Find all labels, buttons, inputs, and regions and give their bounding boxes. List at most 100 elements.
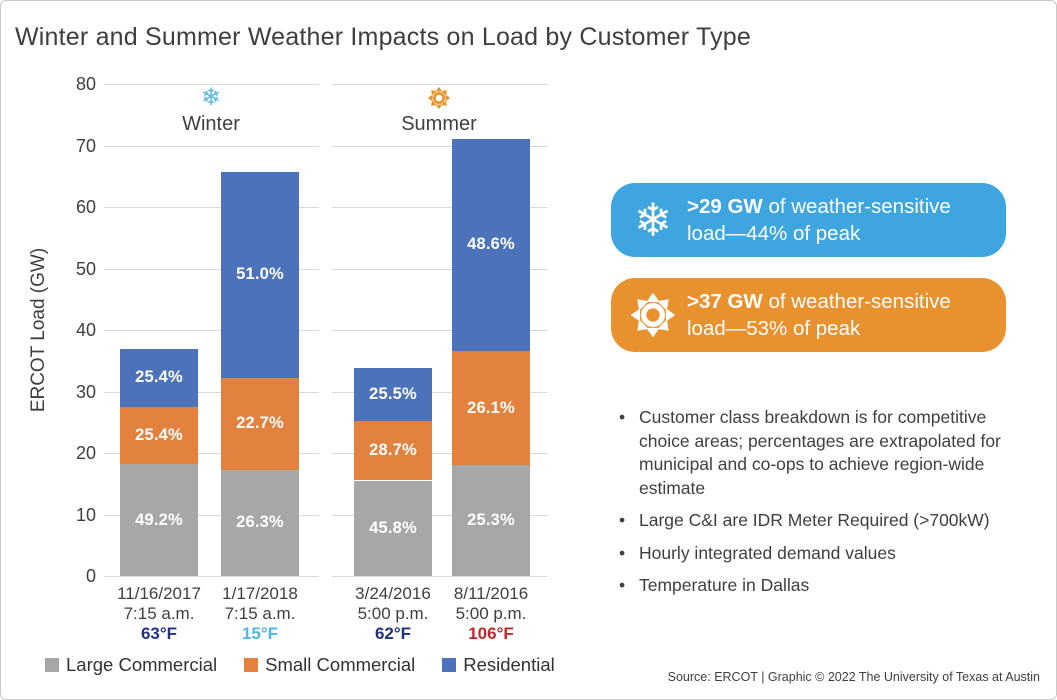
bar-segment-value-label: 48.6% bbox=[467, 235, 515, 254]
legend-swatch bbox=[442, 658, 457, 672]
bar-segment-small-commercial: 22.7% bbox=[221, 378, 299, 470]
summer-callout-badge: >37 GW of weather-sensitive load—53% of … bbox=[611, 278, 1006, 352]
chart-legend: Large Commercial Small Commercial Resident… bbox=[45, 654, 555, 676]
y-axis-tick-label: 60 bbox=[75, 197, 96, 217]
gridline bbox=[332, 207, 547, 208]
gridline bbox=[104, 207, 319, 208]
badge-value: >29 GW bbox=[687, 195, 763, 218]
x-axis-date-label: 3/24/2016 bbox=[355, 584, 431, 603]
sun-icon bbox=[427, 86, 451, 110]
season-icon-wrap bbox=[427, 86, 451, 110]
x-axis-temperature-label: 106°F bbox=[468, 624, 514, 643]
gridline bbox=[104, 84, 319, 85]
badge-value: >37 GW bbox=[687, 290, 763, 313]
bar-segment-value-label: 25.4% bbox=[135, 425, 183, 444]
bar-segment-value-label: 25.4% bbox=[135, 368, 183, 387]
winter-callout-badge: ❄ >29 GW of weather-sensitive load—44% of… bbox=[611, 183, 1006, 257]
y-axis-tick-label: 80 bbox=[75, 74, 96, 94]
bar-segment-small-commercial: 28.7% bbox=[354, 420, 432, 481]
x-axis-time-label: 7:15 a.m. bbox=[224, 604, 296, 623]
gridline bbox=[332, 392, 547, 393]
note-item: Temperature in Dallas bbox=[613, 574, 1033, 598]
legend-item: Large Commercial bbox=[45, 654, 217, 676]
sun-icon bbox=[630, 292, 676, 338]
x-axis-temperature-label: 63°F bbox=[140, 624, 178, 643]
y-axis-tick-label: 0 bbox=[85, 566, 96, 586]
bar-segment-value-label: 45.8% bbox=[369, 518, 417, 537]
note-item: Customer class breakdown is for competit… bbox=[613, 406, 1033, 500]
note-item: Hourly integrated demand values bbox=[613, 542, 1033, 566]
legend-label: Residential bbox=[463, 654, 555, 675]
source-credit: Source: ERCOT | Graphic © 2022 The Unive… bbox=[667, 670, 1040, 684]
page-title: Winter and Summer Weather Impacts on Loa… bbox=[15, 23, 752, 51]
y-axis-tick-label: 20 bbox=[75, 443, 96, 463]
bar-segment-small-commercial: 26.1% bbox=[452, 351, 530, 466]
bar-segment-value-label: 26.1% bbox=[467, 398, 515, 417]
gridline bbox=[332, 453, 547, 454]
x-axis-time-label: 5:00 p.m. bbox=[357, 604, 429, 623]
gridline bbox=[104, 515, 319, 516]
x-axis-label: 11/16/2017 7:15 a.m. 63°F bbox=[84, 584, 234, 644]
legend-item: Residential bbox=[442, 654, 555, 676]
snowflake-icon: ❄ bbox=[200, 84, 222, 111]
x-axis-time-label: 5:00 p.m. bbox=[455, 604, 527, 623]
bar-segment-value-label: 51.0% bbox=[236, 265, 284, 284]
gridline bbox=[332, 269, 547, 270]
x-axis-label: 8/11/2016 5:00 p.m. 106°F bbox=[416, 584, 566, 644]
gridline bbox=[104, 392, 319, 393]
bar-segment-value-label: 49.2% bbox=[135, 510, 183, 529]
bar-segment-residential: 48.6% bbox=[452, 138, 530, 352]
gridline bbox=[332, 576, 547, 577]
bar-segment-value-label: 25.3% bbox=[467, 511, 515, 530]
gridline bbox=[104, 330, 319, 331]
x-axis-time-label: 7:15 a.m. bbox=[123, 604, 195, 623]
y-axis-tick-label: 50 bbox=[75, 259, 96, 279]
y-axis-tick-label: 10 bbox=[75, 505, 96, 525]
x-axis-label: 1/17/2018 7:15 a.m. 15°F bbox=[185, 584, 335, 644]
bar-segment-value-label: 22.7% bbox=[236, 414, 284, 433]
badge-text: >29 GW of weather-sensitive load—44% of … bbox=[687, 195, 951, 245]
bar-segment-residential: 51.0% bbox=[221, 171, 299, 378]
notes-list: Customer class breakdown is for competit… bbox=[613, 406, 1033, 607]
season-icon-wrap: ❄ bbox=[201, 86, 221, 110]
badge-text: >37 GW of weather-sensitive load—53% of … bbox=[687, 290, 951, 340]
legend-item: Small Commercial bbox=[244, 654, 415, 676]
snowflake-icon: ❄ bbox=[633, 194, 673, 246]
gridline bbox=[332, 515, 547, 516]
x-axis-date-label: 1/17/2018 bbox=[222, 584, 298, 603]
bar-segment-residential: 25.4% bbox=[120, 349, 198, 407]
y-axis-tick-label: 40 bbox=[75, 320, 96, 340]
legend-label: Large Commercial bbox=[66, 654, 218, 675]
gridline bbox=[104, 576, 319, 577]
y-axis-tick-label: 30 bbox=[75, 382, 96, 402]
x-axis-date-label: 8/11/2016 bbox=[453, 584, 529, 603]
note-item: Large C&I are IDR Meter Required (>700kW… bbox=[613, 509, 1033, 533]
bar-segment-small-commercial: 25.4% bbox=[120, 406, 198, 465]
gridline bbox=[104, 453, 319, 454]
badge-icon-wrap: ❄ bbox=[625, 197, 681, 243]
x-axis-date-label: 11/16/2017 bbox=[117, 584, 201, 603]
gridline bbox=[332, 84, 547, 85]
x-axis-temperature-label: 15°F bbox=[241, 624, 279, 643]
gridline bbox=[332, 146, 547, 147]
bar-segment-large-commercial: 25.3% bbox=[452, 465, 530, 576]
legend-label: Small Commercial bbox=[265, 654, 416, 675]
season-label: Winter bbox=[182, 113, 240, 135]
y-axis-tick-label: 70 bbox=[75, 136, 96, 156]
gridline bbox=[332, 330, 547, 331]
bar-segment-value-label: 28.7% bbox=[369, 441, 417, 460]
legend-swatch bbox=[45, 658, 59, 672]
x-axis-label: 3/24/2016 5:00 p.m. 62°F bbox=[318, 584, 468, 644]
season-label: Summer bbox=[401, 113, 477, 135]
bar-segment-value-label: 25.5% bbox=[369, 384, 417, 403]
badge-icon-wrap bbox=[625, 291, 681, 339]
bar-segment-value-label: 26.3% bbox=[236, 513, 284, 532]
bar-segment-residential: 25.5% bbox=[354, 367, 432, 421]
gridline bbox=[104, 146, 319, 147]
bar-segment-large-commercial: 49.2% bbox=[120, 464, 198, 576]
bar-segment-large-commercial: 26.3% bbox=[221, 469, 299, 576]
bar-segment-large-commercial: 45.8% bbox=[354, 480, 432, 576]
gridline bbox=[104, 269, 319, 270]
x-axis-temperature-label: 62°F bbox=[374, 624, 412, 643]
